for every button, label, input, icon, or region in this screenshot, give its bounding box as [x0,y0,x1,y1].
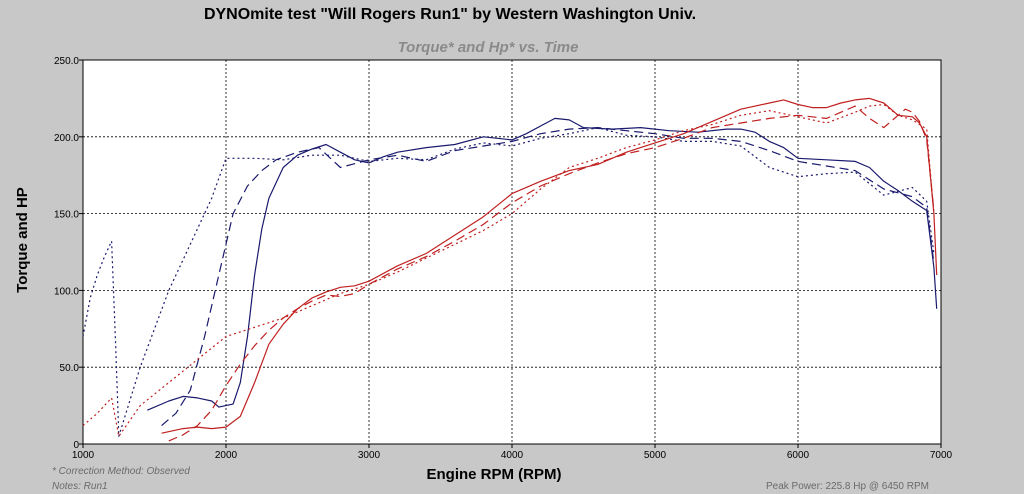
x-tick-label: 3000 [358,450,381,461]
x-tick-label: 1000 [72,450,95,461]
y-tick-label: 250.0 [54,56,79,67]
peak-power-text: Peak Power: 225.8 Hp @ 6450 RPM [766,481,929,492]
x-tick-label: 4000 [501,450,524,461]
torque-series-solid [147,117,938,411]
chart-title: DYNOmite test "Will Rogers Run1" by West… [204,6,696,23]
x-axis-label: Engine RPM (RPM) [427,466,562,483]
hp-series-dotted [82,103,935,437]
tick-labels: 1000 2000 3000 4000 5000 6000 7000 0 50.0 100.0 15… [54,56,953,461]
torque-series-dashed [161,126,935,427]
y-tick-label: 200.0 [54,133,79,144]
hp-series-solid [161,97,938,434]
y-tick-label: 150.0 [54,210,79,221]
notes-text: Notes: Run1 [52,481,108,492]
y-tick-label: 100.0 [54,286,79,297]
correction-method-note: * Correction Method: Observed [52,466,190,477]
series-group [82,97,938,442]
x-tick-label: 2000 [215,450,238,461]
hp-series-dashed [168,105,935,442]
torque-series-dotted [82,126,935,437]
x-tick-label: 6000 [787,450,810,461]
x-tick-label: 5000 [644,450,667,461]
y-tick-label: 0 [73,440,79,451]
x-tick-label: 7000 [930,450,953,461]
y-tick-label: 50.0 [60,363,80,374]
grid-lines [83,60,941,444]
y-axis-label: Torque and HP [14,187,31,293]
chart-subtitle: Torque* and Hp* vs. Time [398,39,579,56]
